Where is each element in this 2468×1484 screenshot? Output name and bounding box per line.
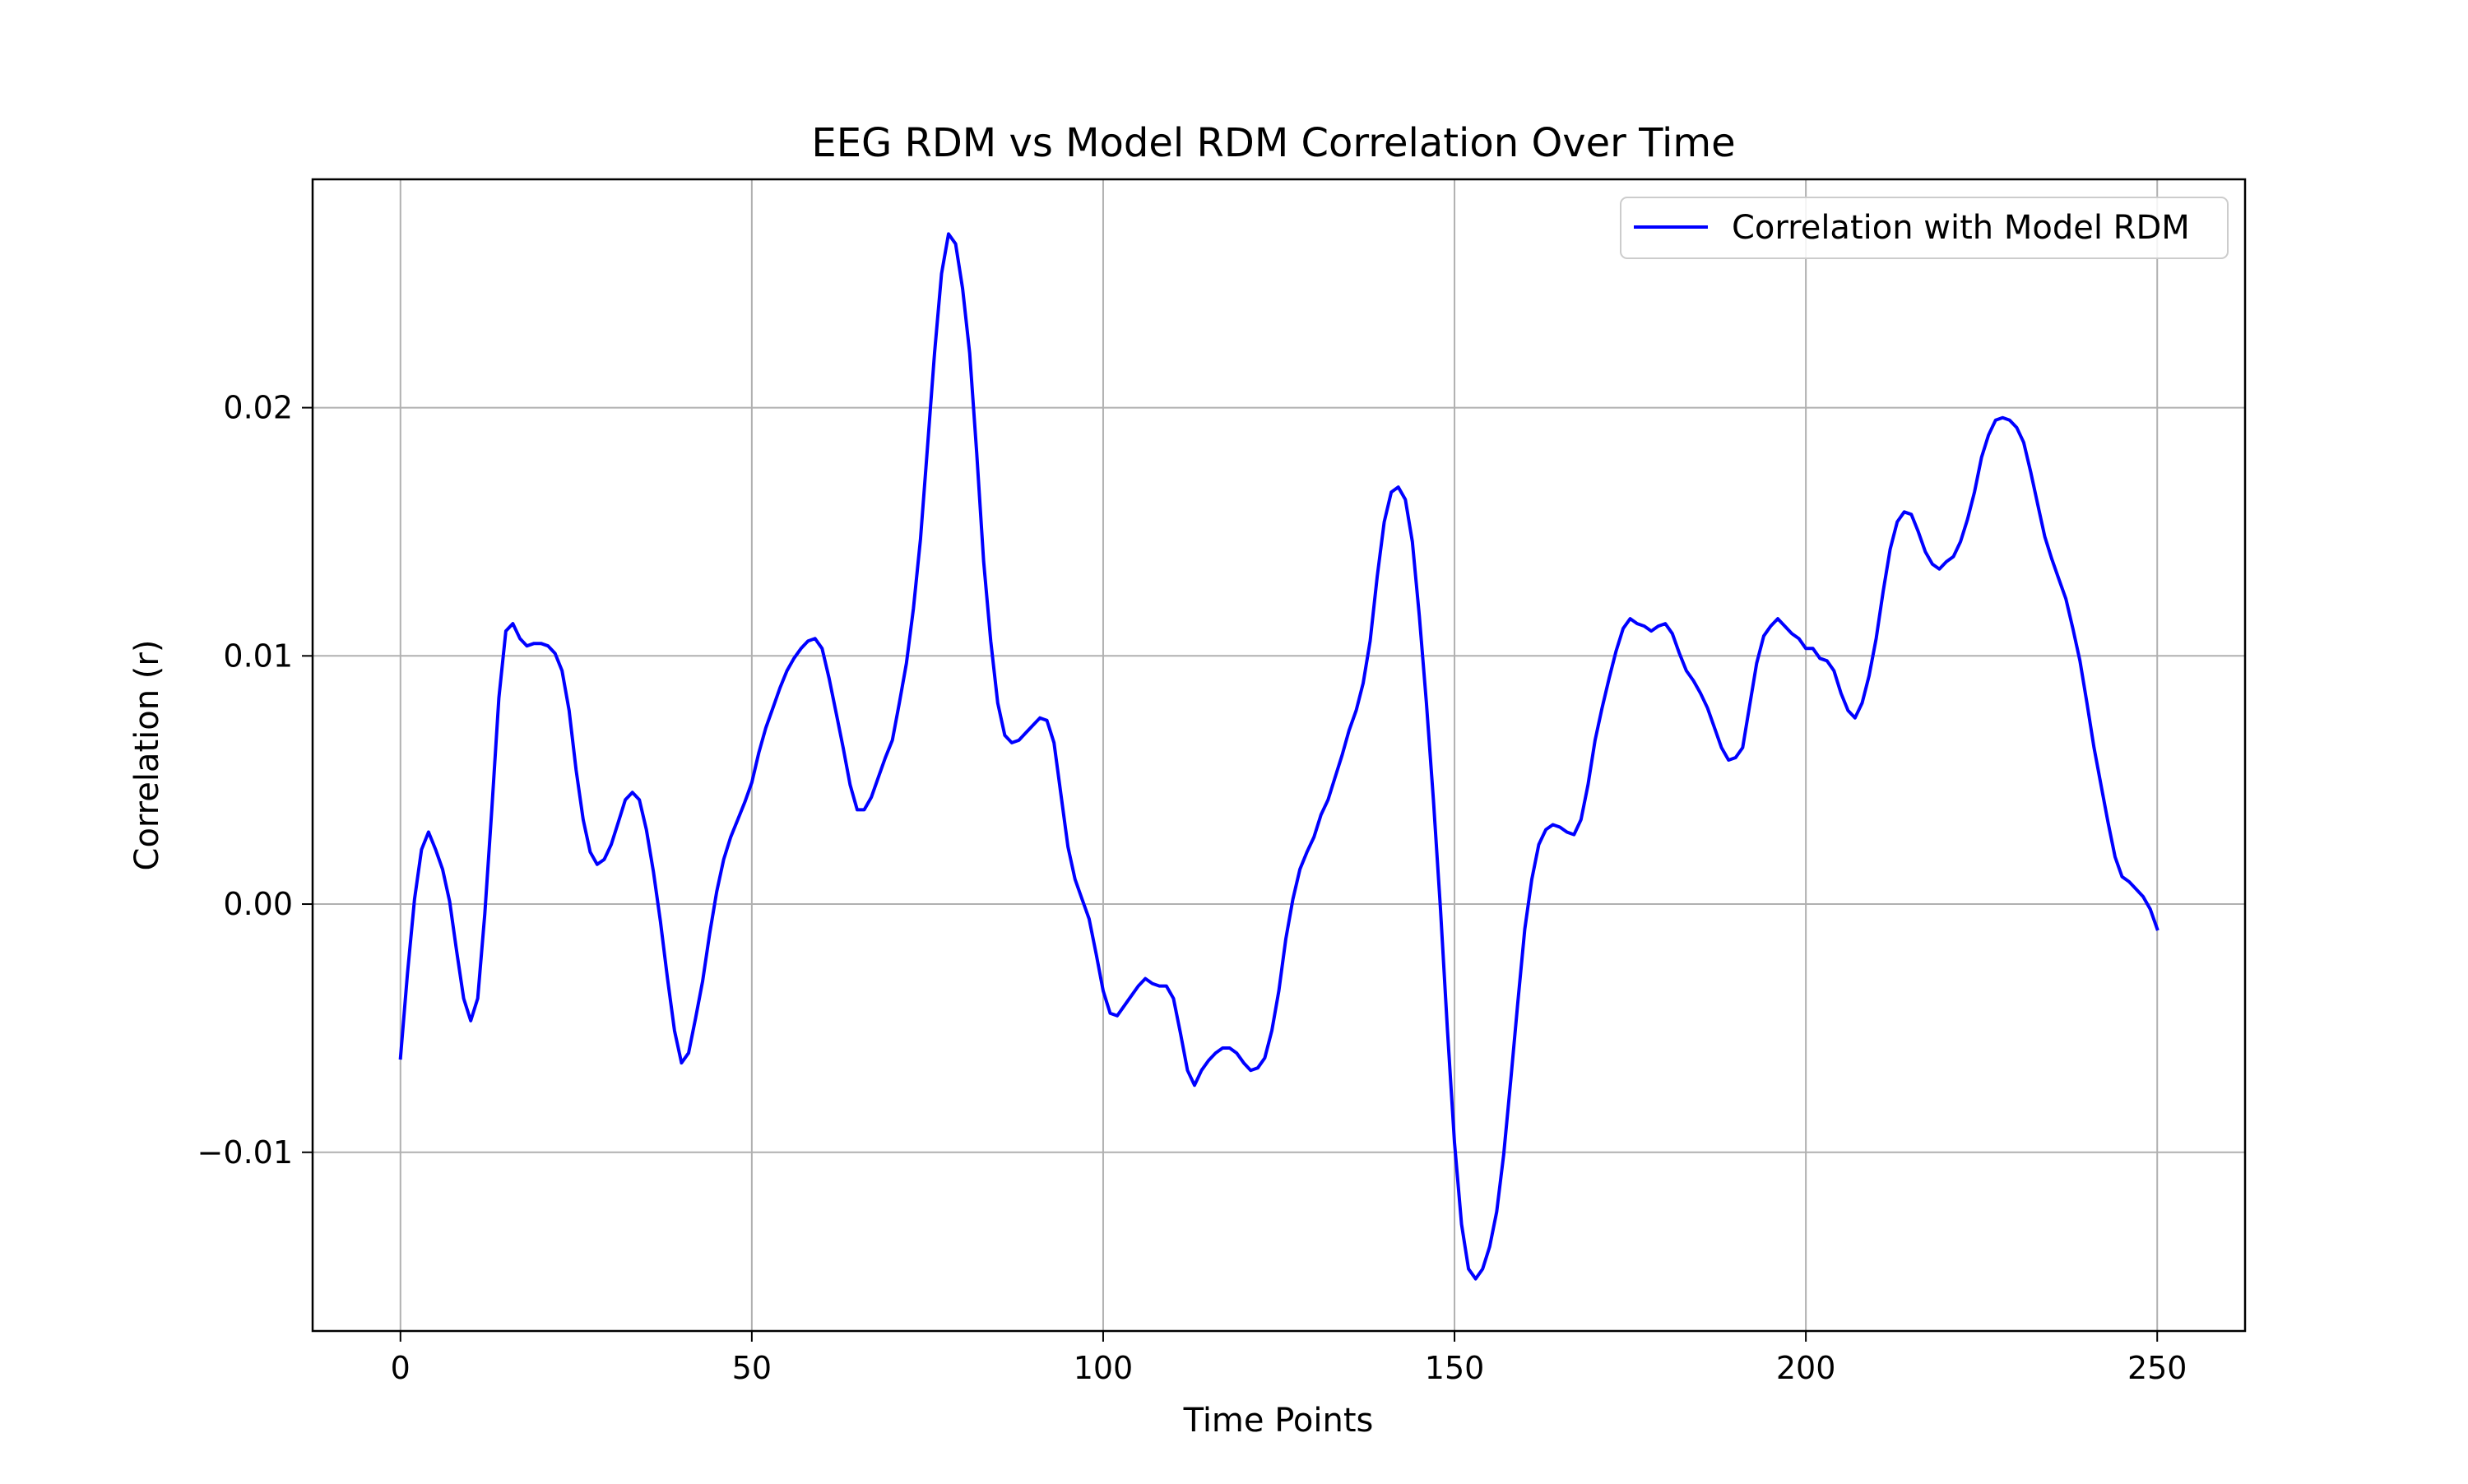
- plot-frame: [311, 178, 2247, 1333]
- y-tick-label: 0.02: [223, 390, 293, 426]
- legend-box: [1620, 197, 2229, 259]
- x-axis-ticks: 0 50 100 150 200 250: [391, 1331, 2187, 1386]
- x-tick-label: 200: [1776, 1350, 1836, 1386]
- x-tick-label: 0: [391, 1350, 411, 1386]
- x-axis-label: Time Points: [1183, 1402, 1374, 1440]
- chart-title: EEG RDM vs Model RDM Correlation Over Ti…: [811, 120, 1735, 166]
- grid: [313, 179, 2245, 1331]
- legend-entry-label: Correlation with Model RDM: [1732, 209, 2190, 247]
- x-tick-label: 150: [1425, 1350, 1485, 1386]
- x-tick-label: 50: [732, 1350, 772, 1386]
- legend: Correlation with Model RDM: [1620, 197, 2229, 259]
- x-tick-label: 100: [1074, 1350, 1134, 1386]
- y-tick-label: −0.01: [197, 1134, 293, 1171]
- y-tick-label: 0.01: [223, 638, 293, 674]
- series-line-correlation: [398, 232, 2160, 1281]
- series-layer: [398, 232, 2160, 1281]
- y-axis-ticks: −0.01 0.00 0.01 0.02: [197, 390, 313, 1171]
- x-tick-label: 250: [2127, 1350, 2187, 1386]
- y-tick-label: 0.00: [223, 886, 293, 922]
- y-axis-label: Correlation (r): [128, 640, 166, 871]
